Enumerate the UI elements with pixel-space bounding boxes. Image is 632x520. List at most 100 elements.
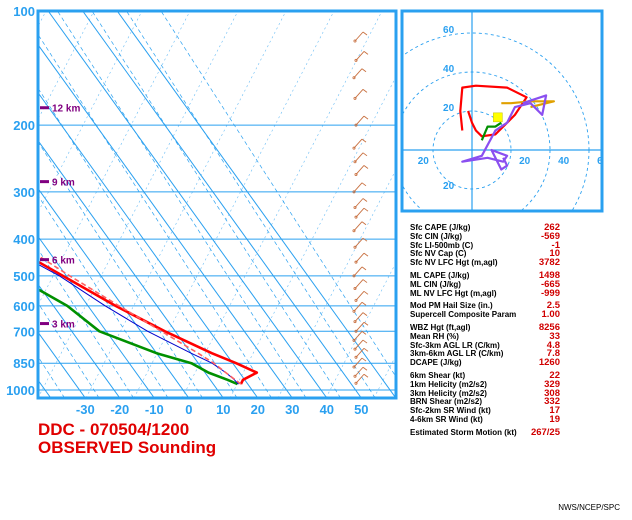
wind-barb-flag [363,165,369,169]
wind-barb [353,182,363,193]
wind-barb-station [353,96,357,100]
parameter-value: 267/25 [530,426,560,438]
parameter-label: ML CAPE (J/kg) [410,271,470,280]
hodo-x-label: 40 [558,156,570,167]
wind-barb [354,89,364,99]
hodo-x-label: 60 [597,156,609,167]
wind-barb [355,165,365,175]
hodo-y-label: 20 [443,181,455,192]
wind-barb [354,279,364,289]
parameter-row: DCAPE (J/kg) 1260 [410,357,560,368]
parameter-row: Mean RH (%) 33 [410,331,560,342]
height-marker-label: 3 km [52,320,75,331]
wind-barb [355,291,365,301]
parameter-value: -665 [540,278,560,290]
dry-adiabat-line [38,11,95,121]
wind-barb [354,339,364,350]
parameter-value: 8256 [538,322,560,333]
temperature-tick-label: 0 [185,402,192,417]
parameter-label: Sfc NV Cap (C) [410,249,467,259]
credit-text: NWS/NCEP/SPC [558,503,620,512]
isotherm-line [38,91,259,398]
parameter-value: 33 [549,330,560,342]
temperature-tick-label: 40 [320,402,334,417]
isotherm-line [47,11,328,398]
wind-barb-station [354,298,358,302]
temperature-tick-label: 30 [285,402,299,417]
parameter-row: Mod PM Hail Size (in.) 2.5 [410,300,560,311]
parameter-label: Sfc-3km AGL LR (C/km) [410,340,500,350]
parameter-value: 3782 [538,257,560,269]
wind-barb-station [353,39,357,43]
dry-adiabat-line [38,11,239,398]
isotherm-line [0,11,16,398]
height-marker-label: 9 km [52,178,75,189]
wind-barb-station [353,347,357,351]
sounding-station-title: DDC - 070504/1200 [38,420,190,439]
parameter-row: Sfc-3km AGL LR (C/km) 4.8 [410,340,560,351]
dry-adiabat-line [181,11,383,398]
wind-barb-flag [361,266,367,271]
wind-barb-station [354,172,358,176]
isotherm-line [38,283,121,398]
pressure-tick-label: 700 [13,324,35,339]
wind-barb-flag [362,237,368,242]
temperature-tick-label: 10 [216,402,230,417]
storm-motion-marker [493,112,503,123]
hodo-y-label: 40 [443,64,455,75]
wind-barb-flag [362,366,368,371]
parameter-label: Mod PM Hail Size (in.) [410,301,493,311]
wind-barb [354,31,364,42]
wind-barb-flag [363,347,369,352]
wind-barb-station [354,260,358,264]
wind-barb [353,266,363,277]
parameter-value: 19 [549,414,560,425]
wind-barb-station [354,123,358,127]
pressure-tick-label: 400 [13,232,35,247]
temperature-tick-label: -20 [110,402,129,417]
parameter-label: Sfc CAPE (J/kg) [410,223,471,232]
wind-barb-station [354,381,358,385]
parameter-row: ML CIN (J/kg) -665 [410,279,560,290]
parameter-value: 1260 [538,357,560,369]
wetbulb-trace [38,263,239,385]
wind-barb [355,348,365,358]
wind-barb-flag [363,252,369,257]
parameter-label: 6km Shear (kt) [410,371,466,380]
parameter-label: 1km Helicity (m2/s2) [410,379,487,389]
parameter-label: Sfc LI-500mb (C) [410,240,474,250]
parameter-row: Sfc LI-500mb (C) -1 [410,240,560,251]
wind-barb [353,138,363,149]
parameter-value: 262 [544,222,560,233]
parameter-value: 17 [549,405,560,417]
wind-barb-station [352,338,356,342]
wind-barb-flag [363,321,369,326]
wind-barb-flag [361,182,367,187]
parameter-row: Sfc NV Cap (C) 10 [410,248,560,259]
wind-barb-flag [361,68,367,73]
parameter-row: 6km Shear (kt) 22 [410,370,560,381]
wind-barb [353,331,363,341]
wind-barb-flag [362,198,368,202]
pressure-tick-label: 1000 [6,383,35,398]
hodo-ring [432,110,512,190]
wind-barb-station [353,245,357,249]
parameter-value: 332 [544,396,560,408]
hodo-ring [402,32,590,211]
parameter-row: ML CAPE (J/kg) 1498 [410,270,560,281]
wind-barb-station [354,355,358,359]
wind-barb-flag [361,357,367,362]
parameter-label: ML NV LFC Hgt (m,agl) [410,288,497,298]
parameter-row: ML NV LFC Hgt (m,agl) -999 [410,288,560,299]
parameter-value: -1 [551,239,560,251]
wind-barb-flag [362,31,368,36]
dry-adiabat-line [38,11,191,306]
wind-barb-flag [362,279,368,283]
temperature-tick-label: -30 [76,402,95,417]
parameter-row: WBZ Hgt (ft,agl) 8256 [410,322,560,333]
parameter-row: 1km Helicity (m2/s2) 329 [410,379,560,390]
wind-barb-station [352,146,356,150]
dry-adiabat-line [229,76,396,398]
wind-barb [354,198,364,208]
